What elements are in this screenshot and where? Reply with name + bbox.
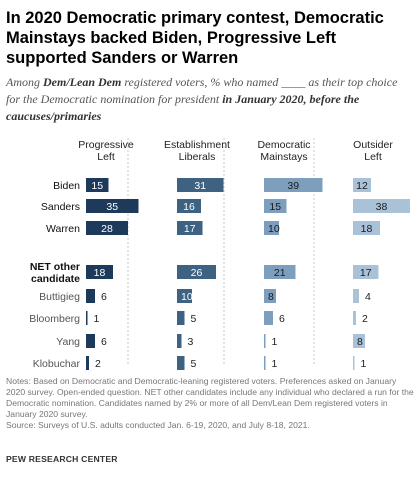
value-label-3-1: 38 — [376, 201, 388, 213]
category-label-2-line-0: Warren — [46, 223, 80, 235]
category-label-7-line-0: Klobuchar — [33, 358, 81, 370]
value-label-0-4: 6 — [101, 291, 107, 303]
bar-2-4 — [264, 289, 276, 303]
bar-3-3 — [353, 265, 379, 279]
bar-3-0 — [353, 178, 371, 192]
column-header-0-line-0: Progressive — [78, 139, 134, 151]
bar-1-2 — [177, 221, 203, 235]
bar-3-1 — [353, 199, 410, 213]
category-label-3-line-0: NET other — [30, 261, 80, 273]
value-label-0-1: 35 — [106, 201, 118, 213]
value-label-2-0: 39 — [287, 180, 299, 192]
bar-0-2 — [86, 221, 128, 235]
column-header-1-line-1: Liberals — [179, 151, 216, 163]
category-label-6-line-0: Yang — [56, 336, 80, 348]
value-label-2-6: 1 — [272, 336, 278, 348]
bar-3-5 — [353, 311, 356, 325]
bar-0-5 — [86, 311, 88, 325]
subtitle-emphasis-timeframe: in January 2020, before the caucuses/pri… — [6, 92, 360, 123]
bar-chart: ProgressiveLeftEstablishmentLiberalsDemo… — [29, 138, 410, 370]
value-label-0-3: 18 — [94, 267, 106, 279]
value-label-3-3: 17 — [360, 267, 372, 279]
pew-logo-text: PEW RESEARCH CENTER — [6, 454, 118, 464]
chart-notes: Notes: Based on Democratic and Democrati… — [6, 376, 416, 431]
column-header-3-line-1: Left — [364, 151, 382, 163]
bar-2-5 — [264, 311, 273, 325]
category-label-5-line-0: Bloomberg — [29, 313, 80, 325]
bar-2-7 — [264, 356, 266, 370]
source-text: Source: Surveys of U.S. adults conducted… — [6, 420, 310, 430]
bar-1-6 — [177, 334, 182, 348]
subtitle-emphasis-group: Dem/Lean Dem — [43, 75, 122, 89]
bar-1-1 — [177, 199, 201, 213]
bar-0-4 — [86, 289, 95, 303]
value-label-3-6: 8 — [357, 336, 363, 348]
value-label-2-7: 1 — [272, 358, 278, 370]
value-label-3-4: 4 — [365, 291, 371, 303]
bar-3-4 — [353, 289, 359, 303]
bar-2-1 — [264, 199, 287, 213]
bar-2-0 — [264, 178, 323, 192]
bar-3-2 — [353, 221, 380, 235]
value-label-2-2: 10 — [268, 223, 280, 235]
value-label-2-3: 21 — [274, 267, 286, 279]
value-label-1-2: 17 — [184, 223, 196, 235]
chart-subtitle: Among Dem/Lean Dem registered voters, % … — [6, 74, 414, 125]
value-label-3-7: 1 — [361, 358, 367, 370]
bar-1-5 — [177, 311, 185, 325]
column-header-2-line-0: Democratic — [257, 139, 310, 151]
value-label-1-5: 5 — [191, 313, 197, 325]
value-label-2-1: 15 — [269, 201, 281, 213]
column-header-2-line-1: Mainstays — [260, 151, 307, 163]
bar-2-2 — [264, 221, 279, 235]
column-header-1-line-0: Establishment — [164, 139, 230, 151]
bar-0-0 — [86, 178, 109, 192]
value-label-1-3: 26 — [191, 267, 203, 279]
chart-title: In 2020 Democratic primary contest, Demo… — [6, 9, 384, 67]
column-header-3-line-0: Outsider — [353, 139, 393, 151]
value-label-0-0: 15 — [91, 180, 103, 192]
bar-1-3 — [177, 265, 216, 279]
value-label-1-7: 5 — [191, 358, 197, 370]
value-label-0-5: 1 — [94, 313, 100, 325]
value-label-0-7: 2 — [95, 358, 101, 370]
category-label-1-line-0: Sanders — [41, 201, 80, 213]
value-label-1-4: 10 — [181, 291, 193, 303]
value-label-1-6: 3 — [188, 336, 194, 348]
value-label-1-0: 31 — [194, 180, 206, 192]
bar-2-6 — [264, 334, 266, 348]
notes-text: Notes: Based on Democratic and Democrati… — [6, 376, 414, 419]
value-label-3-5: 2 — [362, 313, 368, 325]
bar-0-3 — [86, 265, 113, 279]
bar-3-6 — [353, 334, 365, 348]
bar-1-7 — [177, 356, 185, 370]
value-label-1-1: 16 — [183, 201, 195, 213]
value-label-0-6: 6 — [101, 336, 107, 348]
bar-0-1 — [86, 199, 139, 213]
subtitle-text-pre: Among — [6, 75, 43, 89]
value-label-3-0: 12 — [356, 180, 368, 192]
value-label-0-2: 28 — [101, 223, 113, 235]
value-label-2-5: 6 — [279, 313, 285, 325]
category-label-4-line-0: Buttigieg — [39, 291, 80, 303]
column-header-0-line-1: Left — [97, 151, 115, 163]
bar-0-7 — [86, 356, 89, 370]
bar-3-7 — [353, 356, 355, 370]
bar-0-6 — [86, 334, 95, 348]
bar-2-3 — [264, 265, 296, 279]
bar-1-4 — [177, 289, 192, 303]
value-label-3-2: 18 — [361, 223, 373, 235]
bar-1-0 — [177, 178, 224, 192]
subtitle-text-mid: registered voters, % who named ____ as t… — [6, 75, 398, 106]
category-label-0-line-0: Biden — [53, 180, 80, 192]
category-label-3-line-1: candidate — [31, 273, 80, 285]
value-label-2-4: 8 — [268, 291, 274, 303]
